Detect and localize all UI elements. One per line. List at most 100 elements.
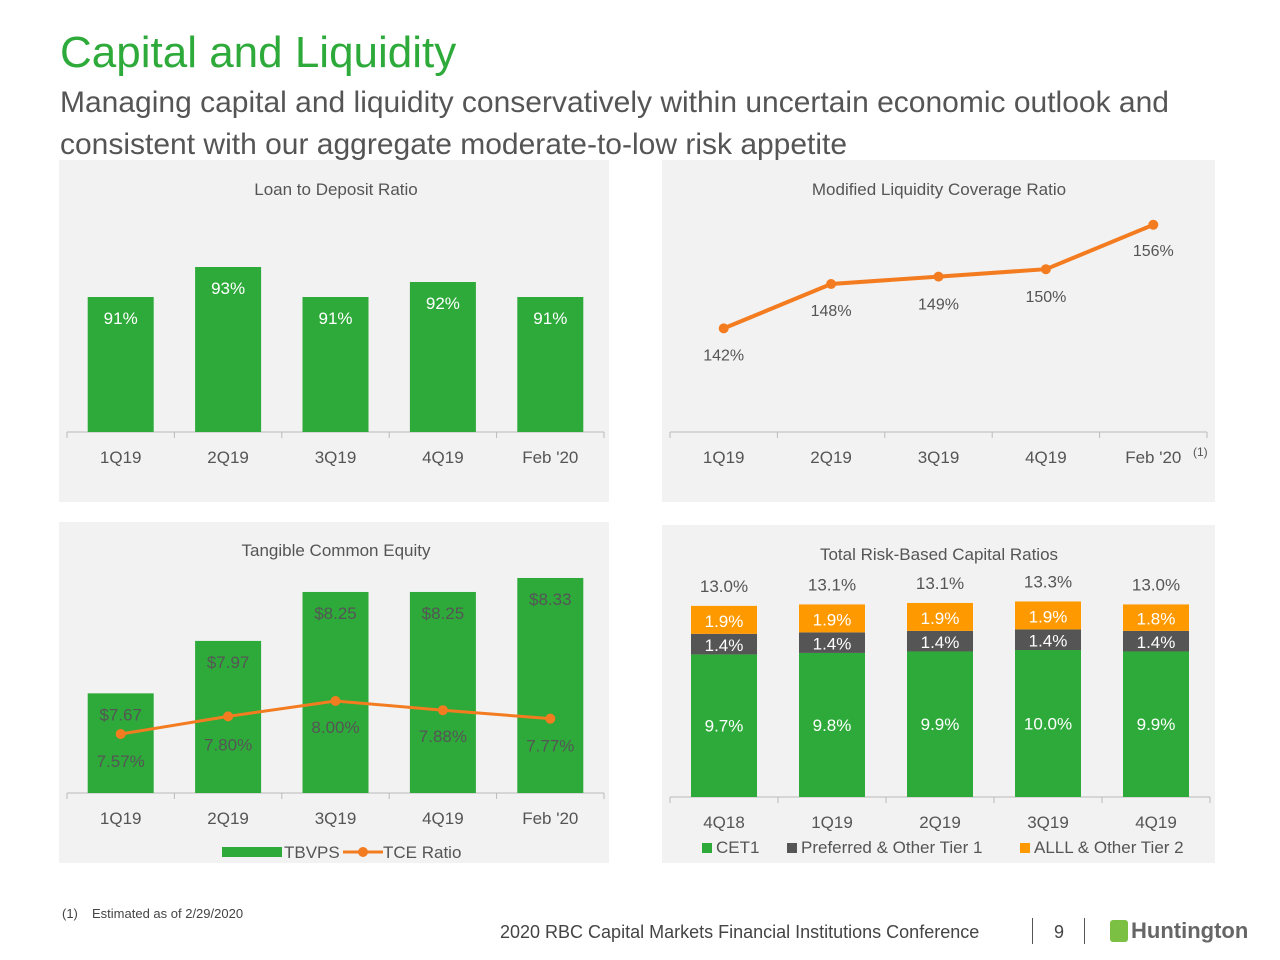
bar <box>302 591 369 793</box>
page-title: Capital and Liquidity <box>60 28 457 77</box>
x-tick-label: Feb '20 <box>522 809 578 828</box>
x-tick-label: 4Q18 <box>703 813 745 832</box>
bar <box>409 591 476 793</box>
segment-label: 9.9% <box>921 715 960 734</box>
segment-label: 9.9% <box>1137 715 1176 734</box>
segment-label: 1.9% <box>813 610 852 629</box>
data-label: 91% <box>533 309 567 328</box>
chart-title: Total Risk-Based Capital Ratios <box>820 545 1058 564</box>
stacked-segment <box>1123 604 1189 631</box>
stacked-segment <box>1015 650 1081 797</box>
total-label: 13.0% <box>700 577 748 596</box>
chart-title: Modified Liquidity Coverage Ratio <box>812 180 1066 199</box>
bar <box>409 282 476 432</box>
bar <box>302 297 369 432</box>
bar <box>195 267 262 432</box>
total-label: 13.1% <box>808 575 856 594</box>
segment-label: 1.4% <box>1137 633 1176 652</box>
data-point <box>330 696 341 707</box>
x-tick-label: 3Q19 <box>315 809 357 828</box>
legend-label: ALLL & Other Tier 2 <box>1034 838 1184 857</box>
stacked-segment <box>691 633 757 655</box>
page-number: 9 <box>1054 922 1065 942</box>
legend-swatch <box>702 843 712 853</box>
legend-label: TCE Ratio <box>383 843 461 862</box>
bar <box>87 297 154 432</box>
stacked-segment <box>907 602 973 631</box>
bar-label: $8.25 <box>314 604 357 623</box>
data-label: 148% <box>811 303 852 320</box>
data-label: 150% <box>1025 289 1066 306</box>
logo-mark-icon <box>1110 920 1128 942</box>
data-label: 142% <box>703 347 744 364</box>
stacked-segment <box>799 652 865 797</box>
data-label: 156% <box>1133 243 1174 260</box>
data-point <box>1040 264 1051 275</box>
data-label: 92% <box>426 294 460 313</box>
segment-label: 1.4% <box>705 636 744 655</box>
segment-label: 1.4% <box>921 633 960 652</box>
stacked-segment <box>1015 601 1081 630</box>
tce-panel: Tangible Common Equity 1Q19 2Q19 3Q19 4Q19 Fe… <box>59 522 609 863</box>
bar <box>87 693 154 793</box>
segment-label: 1.9% <box>705 612 744 631</box>
data-point <box>545 713 556 724</box>
x-tick-label: Feb '20 <box>522 448 578 467</box>
segment-label: 1.8% <box>1137 610 1176 629</box>
x-tick-label: 2Q19 <box>810 448 852 467</box>
x-tick-label: 4Q19 <box>422 448 464 467</box>
total-label: 13.1% <box>916 574 964 593</box>
x-tick-label: 2Q19 <box>207 809 249 828</box>
stacked-segment <box>691 605 757 634</box>
loan-deposit-panel: Loan to Deposit Ratio 1Q19 2Q19 3Q19 4Q19 Feb… <box>59 160 609 502</box>
segment-label: 1.9% <box>1029 607 1068 626</box>
bar <box>517 577 584 793</box>
stacked-segment <box>1123 651 1189 797</box>
x-tick-label: 1Q19 <box>100 448 142 467</box>
legend-swatch-tbvps <box>222 847 282 857</box>
x-tick-label: 4Q19 <box>1135 813 1177 832</box>
x-tick-label: Feb '20 <box>1125 448 1181 467</box>
x-tick-label: 4Q19 <box>422 809 464 828</box>
legend-marker <box>358 847 368 857</box>
bar <box>517 297 584 432</box>
segment-label: 1.4% <box>813 635 852 654</box>
stacked-segment <box>691 654 757 797</box>
chart-title: Loan to Deposit Ratio <box>254 180 418 199</box>
x-tick-label: 1Q19 <box>100 809 142 828</box>
legend-label: TBVPS <box>284 843 340 862</box>
footnote: Estimated as of 2/29/2020 <box>92 906 244 921</box>
total-label: 13.0% <box>1132 575 1180 594</box>
data-point <box>826 279 837 289</box>
bar-label: $8.25 <box>422 604 465 623</box>
total-label: 13.3% <box>1024 572 1072 591</box>
data-label: 91% <box>318 309 352 328</box>
stacked-segment <box>1123 630 1189 652</box>
data-label: 93% <box>211 279 245 298</box>
page-subtitle: Managing capital and liquidity conservat… <box>60 86 1169 161</box>
line-label: 7.80% <box>204 735 252 754</box>
footnote-marker: (1) <box>62 906 78 921</box>
line-label: 7.77% <box>526 737 574 756</box>
capital-ratios-chart: Total Risk-Based Capital Ratios 4Q18 1Q19 2… <box>669 545 1211 857</box>
stacked-segment <box>907 630 973 652</box>
data-point <box>1148 219 1159 230</box>
x-tick-label: 3Q19 <box>315 448 357 467</box>
stacked-segment <box>799 632 865 653</box>
bar-label: $7.67 <box>99 705 142 724</box>
segment-label: 9.7% <box>705 717 744 736</box>
huntington-logo: Huntington <box>1110 918 1248 944</box>
stacked-segment <box>799 604 865 633</box>
data-label: 149% <box>918 297 959 314</box>
legend-label: Preferred & Other Tier 1 <box>801 838 982 857</box>
data-point <box>933 271 944 282</box>
footnote-marker: (1) <box>1193 445 1208 459</box>
x-tick-label: 4Q19 <box>1025 448 1067 467</box>
loan-deposit-chart: Loan to Deposit Ratio 1Q19 2Q19 3Q19 4Q19 Feb… <box>66 180 605 467</box>
lcr-panel: Modified Liquidity Coverage Ratio 1Q19 2Q1… <box>662 160 1215 502</box>
x-tick-label: 2Q19 <box>207 448 249 467</box>
segment-label: 1.9% <box>921 609 960 628</box>
legend-label: CET1 <box>716 838 759 857</box>
data-point <box>223 711 234 722</box>
legend-swatch <box>787 843 797 853</box>
